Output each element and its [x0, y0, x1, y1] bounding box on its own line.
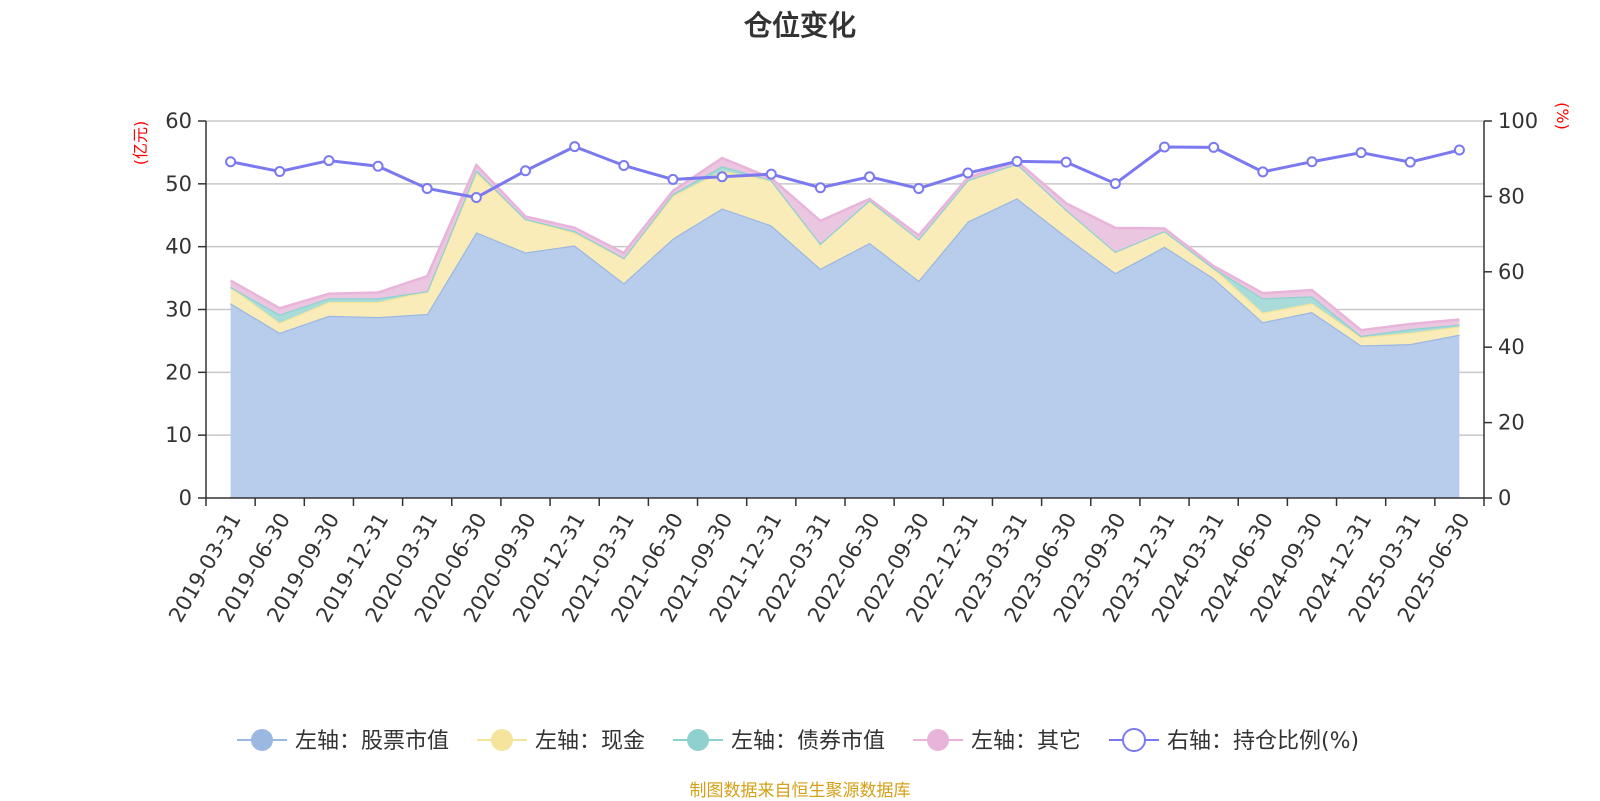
left-tick-label: 30	[165, 298, 192, 322]
line-point	[372, 160, 384, 172]
left-tick-label: 40	[165, 235, 192, 259]
area-layer	[229, 156, 1460, 498]
legend-item: 左轴：现金	[477, 729, 645, 754]
legend-label: 左轴：其它	[971, 729, 1081, 754]
legend-label: 左轴：债券市值	[731, 729, 885, 754]
right-tick-label: 40	[1498, 335, 1525, 359]
legend: 左轴：股票市值 左轴：现金 左轴：债券市值 左轴：其它 右轴：持仓比例(%)	[237, 728, 1359, 754]
legend-marker	[927, 729, 949, 751]
legend-item: 左轴：股票市值	[237, 729, 449, 754]
legend-item: 左轴：债券市值	[673, 729, 885, 754]
legend-item: 左轴：其它	[913, 729, 1081, 754]
line-point	[667, 173, 679, 185]
legend-marker	[251, 729, 273, 751]
area-左轴：现金	[230, 163, 1460, 346]
right-tick-label: 80	[1498, 184, 1525, 208]
line-layer	[225, 141, 1465, 204]
area-edge-左轴：其它	[229, 156, 1460, 332]
right-tick-label: 20	[1498, 411, 1525, 435]
line-point	[225, 156, 237, 168]
legend-marker	[1122, 728, 1146, 752]
line-point	[1404, 156, 1416, 168]
source-note: 制图数据来自恒生聚源数据库	[689, 781, 911, 801]
line-point	[618, 159, 630, 171]
line-point	[421, 182, 433, 194]
area-左轴：债券市值	[230, 163, 1460, 338]
line-point	[1208, 141, 1220, 153]
legend-label: 左轴：现金	[535, 729, 645, 754]
legend-label: 左轴：股票市值	[295, 729, 449, 754]
area-左轴：股票市值	[230, 198, 1460, 498]
line-point	[814, 182, 826, 194]
line-point	[1109, 178, 1121, 190]
left-tick-label: 20	[165, 360, 192, 384]
line-point	[1159, 141, 1170, 153]
chart-title: 仓位变化	[743, 9, 856, 42]
legend-marker	[687, 729, 709, 751]
legend-label: 右轴：持仓比例(%)	[1167, 729, 1359, 754]
line-point	[913, 182, 925, 194]
line-point	[864, 171, 876, 183]
line-point	[1453, 144, 1465, 156]
left-tick-label: 10	[165, 423, 192, 447]
line-point	[323, 155, 335, 167]
left-tick-label: 60	[165, 109, 192, 133]
left-unit-label: (亿元)	[131, 121, 150, 166]
line-point	[765, 168, 777, 180]
series-line	[230, 145, 1460, 200]
line-point	[1060, 156, 1072, 168]
left-tick-label: 0	[179, 486, 192, 510]
legend-item: 右轴：持仓比例(%)	[1109, 728, 1359, 754]
legend-marker	[491, 729, 513, 751]
line-point	[1257, 166, 1269, 178]
right-tick-label: 60	[1498, 260, 1525, 284]
right-tick-label: 0	[1498, 486, 1511, 510]
left-tick-label: 50	[165, 172, 192, 196]
line-point	[1011, 155, 1023, 167]
line-point	[962, 167, 974, 179]
line-point	[1355, 147, 1367, 159]
right-unit-label: (%)	[1553, 102, 1572, 130]
line-point	[1306, 156, 1318, 168]
line-point	[716, 171, 728, 183]
line-point	[470, 192, 482, 204]
right-tick-label: 100	[1498, 109, 1538, 133]
line-point	[520, 165, 531, 177]
line-point	[569, 141, 581, 153]
line-point	[274, 166, 286, 178]
